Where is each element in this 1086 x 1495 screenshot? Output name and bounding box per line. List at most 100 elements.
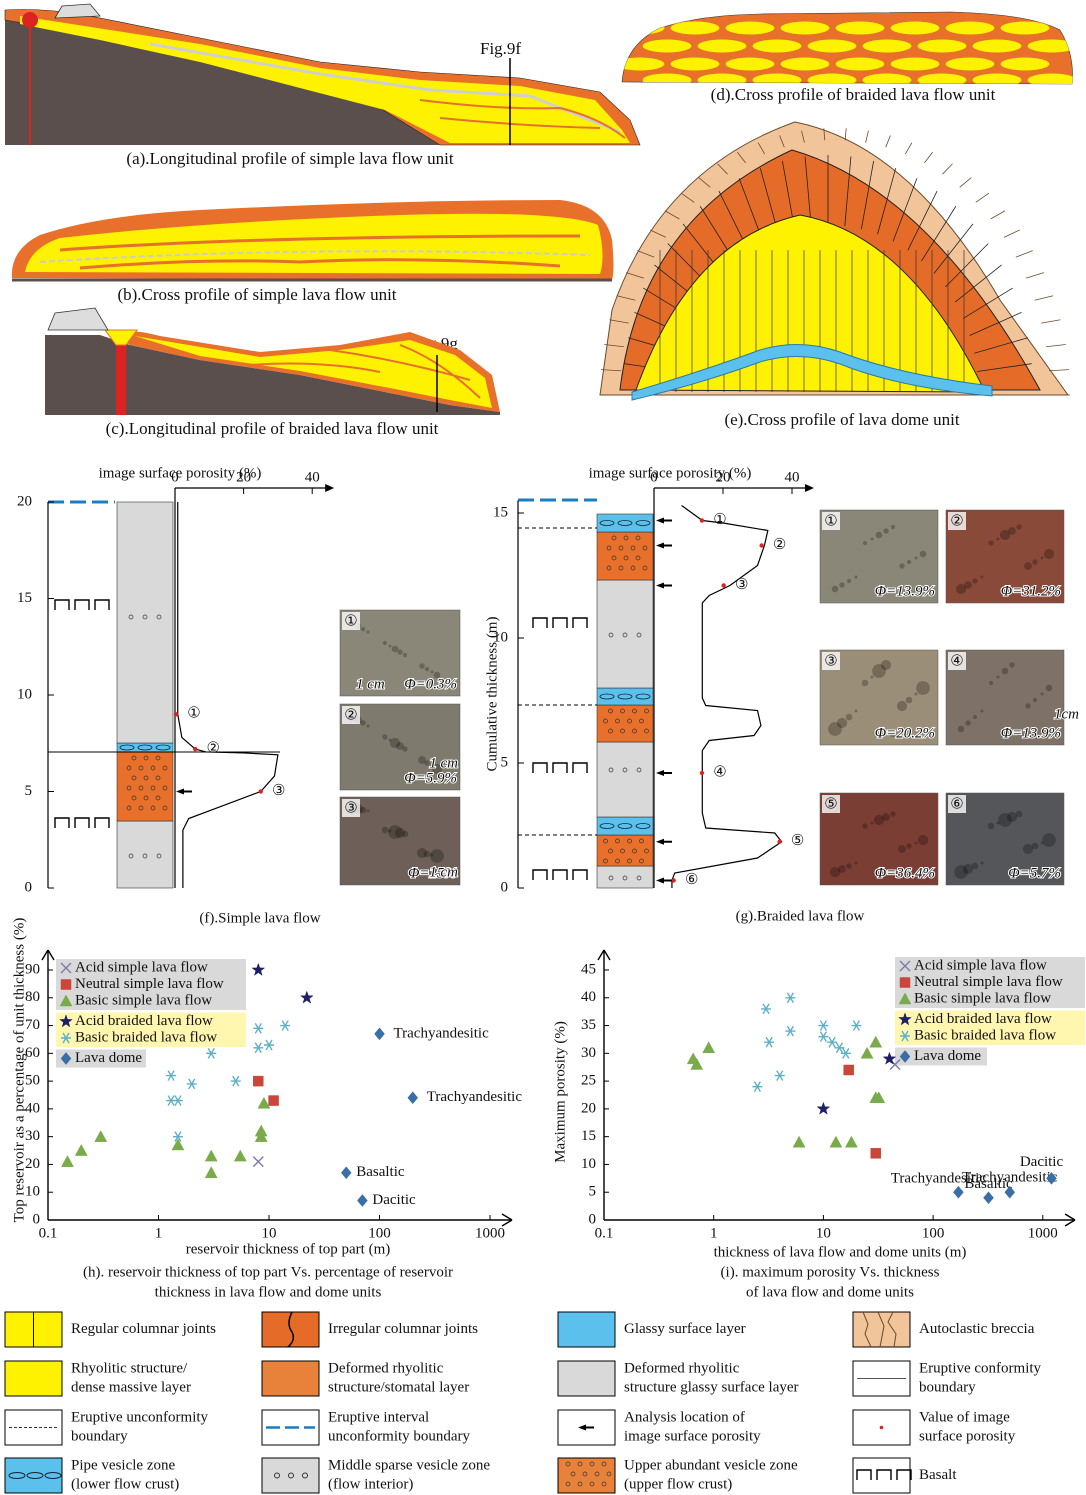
vesicle — [635, 535, 641, 541]
point — [299, 990, 314, 1004]
vesicle — [636, 875, 642, 881]
breccia-crack — [959, 177, 972, 188]
lobe — [696, 38, 748, 54]
sample-point — [173, 712, 179, 717]
legend-label: Acid braided lava flow — [914, 1011, 1052, 1027]
vesicle — [627, 858, 632, 864]
photo-texture — [905, 696, 913, 704]
sample-label: ② — [773, 537, 786, 553]
vesicle — [150, 765, 156, 771]
photo-texture — [955, 583, 967, 595]
vesicle — [608, 848, 613, 854]
photo-label: ⑥ — [950, 796, 963, 812]
photo-label-bg — [948, 652, 966, 670]
vesicle — [606, 545, 612, 551]
basalt-symbol — [54, 817, 70, 828]
sample-label: ④ — [713, 764, 726, 780]
swatch — [852, 1457, 911, 1494]
y-tick-label: 60 — [25, 1045, 40, 1061]
axis-arrow — [805, 484, 814, 492]
legend-text: dense massive layer — [71, 1379, 191, 1395]
x-tick-label: 1 — [155, 1225, 163, 1241]
legend-text: structure/stomatal layer — [328, 1379, 469, 1395]
photo-texture — [870, 537, 874, 541]
point — [870, 1148, 881, 1159]
lobe — [889, 56, 941, 72]
sample-point — [193, 746, 198, 752]
point — [172, 1131, 183, 1143]
legend-text: Deformed rhyolitic — [328, 1360, 444, 1376]
crust-streak — [419, 99, 626, 139]
breccia-crack — [609, 319, 629, 324]
photo-texture — [828, 722, 842, 736]
point — [882, 1051, 897, 1065]
joint — [921, 206, 957, 262]
breccia-crack — [990, 210, 1006, 220]
layer — [596, 579, 654, 689]
caption: (c).Longitudinal profile of braided lava… — [106, 419, 439, 438]
point — [253, 1042, 264, 1054]
x-tick-label: 100 — [922, 1225, 945, 1241]
legend-text: Upper abundant vesicle zone — [624, 1457, 798, 1473]
y-tick-label: 50 — [25, 1073, 40, 1089]
legend-text: Pipe vesicle zone — [71, 1457, 175, 1473]
basalt-symbol — [572, 869, 588, 880]
caption: (a).Longitudinal profile of simple lava … — [126, 149, 453, 168]
photo-texture — [957, 725, 965, 733]
photo-texture — [896, 700, 908, 712]
photo-texture — [416, 847, 428, 859]
photo-texture — [890, 524, 896, 530]
y-tick-label: 30 — [581, 1045, 596, 1061]
pipe-vesicle — [617, 520, 633, 526]
legend-box — [56, 959, 246, 1010]
photo-texture — [1022, 843, 1034, 855]
basalt-symbol — [94, 817, 110, 828]
y-tick-label: 15 — [493, 504, 508, 520]
pipe-vesicle — [44, 1472, 62, 1479]
point — [204, 1149, 218, 1162]
point — [1004, 1185, 1016, 1199]
photo-texture — [906, 843, 912, 849]
pipe-vesicle — [635, 693, 651, 700]
vesicle — [288, 1472, 294, 1479]
vesicle — [608, 767, 614, 773]
point — [233, 1149, 247, 1162]
point — [171, 1138, 185, 1151]
photo-scale: 1 cm — [429, 864, 458, 880]
vesicle — [608, 875, 614, 881]
layer — [116, 820, 174, 889]
vesicle — [577, 1461, 583, 1467]
vesicle — [630, 565, 636, 571]
lobe — [916, 38, 968, 54]
chart-title: (g).Braided lava flow — [736, 908, 865, 924]
layer — [596, 513, 654, 533]
swatch — [557, 1311, 616, 1348]
breccia-crack — [737, 151, 747, 164]
breccia-crack — [757, 142, 766, 155]
vesicle — [131, 755, 137, 761]
legend-marker — [60, 979, 72, 990]
vesicle — [150, 805, 156, 811]
legend-box — [895, 1047, 987, 1066]
photo-texture — [366, 630, 370, 634]
photo-texture — [424, 760, 430, 766]
y-tick-label: 15 — [581, 1128, 596, 1144]
photo-texture — [914, 556, 918, 560]
point — [253, 1075, 264, 1087]
photo-scale: 1 cm — [356, 676, 385, 692]
vesicle — [623, 555, 629, 561]
basalt-symbol — [876, 1469, 892, 1480]
vesicle — [143, 755, 149, 761]
point-label: Trachyandesitic — [962, 1170, 1058, 1186]
swatch — [4, 1360, 63, 1397]
x-tick-label: 10 — [816, 1225, 831, 1241]
photo-label-bg — [822, 795, 840, 813]
photo-texture — [846, 863, 852, 869]
point — [983, 1191, 994, 1205]
vesicle — [639, 838, 644, 844]
vesicle — [601, 1481, 607, 1487]
legend-text: Deformed rhyolitic — [624, 1360, 740, 1376]
photo-texture — [914, 841, 918, 845]
vesicle — [608, 708, 613, 714]
vesicle — [143, 795, 149, 801]
